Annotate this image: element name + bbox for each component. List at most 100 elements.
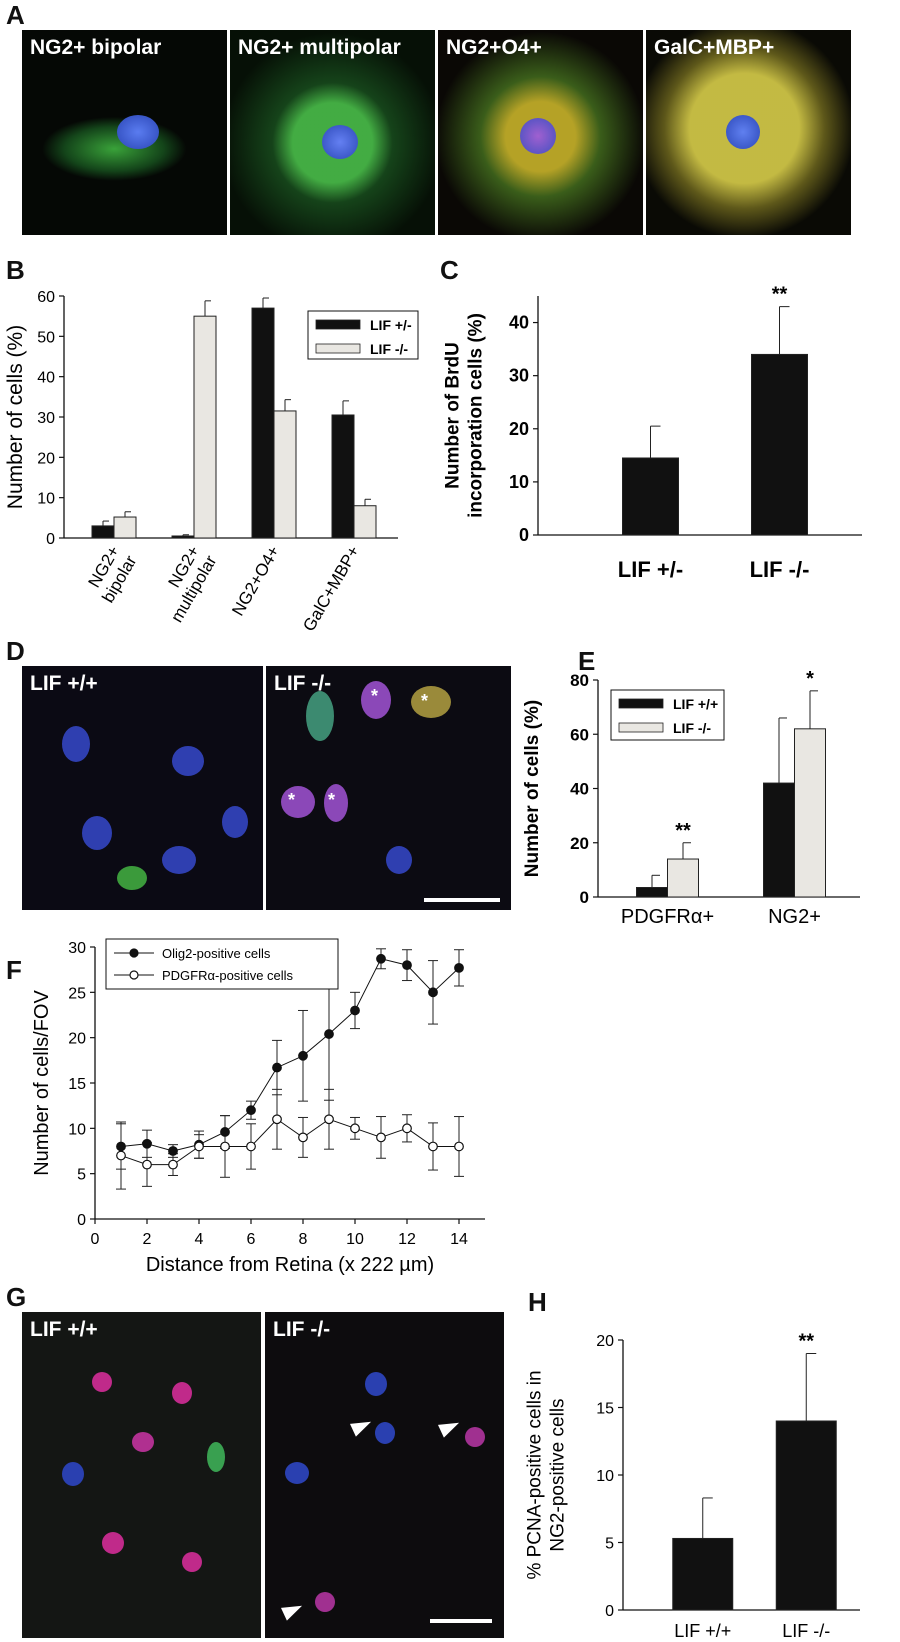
data-point [428,987,438,998]
data-point [246,1105,256,1116]
data-point [246,1141,256,1152]
legend-box [610,689,725,741]
legend-label: LIF -/- [673,720,711,736]
legend-label: LIF +/- [370,317,412,333]
panel-letter-b: B [6,255,25,285]
scale-bar [424,898,500,902]
series-line [120,958,460,1152]
asterisk-marker: * [371,686,379,706]
data-point [272,1114,282,1125]
y-tick-label: 30 [509,366,529,386]
micrograph-label: NG2+ bipolar [30,36,162,59]
x-tick-label: 8 [299,1231,308,1248]
x-category-label: LIF +/- [618,557,683,582]
scale-bar [430,1619,492,1623]
data-point [376,1132,386,1143]
nucleus [132,1432,154,1452]
significance-marker: ** [772,284,788,306]
x-tick-label: 12 [398,1231,416,1248]
data-point [402,960,412,971]
bar [251,307,275,539]
x-axis-label: Distance from Retina (x 222 µm) [146,1254,434,1276]
legend-label: PDGFRα-positive cells [162,968,294,983]
nucleus [375,1422,395,1444]
significance-marker: ** [798,1331,814,1353]
asterisk-marker: * [328,790,336,810]
legend-swatch [618,698,664,709]
x-category-label: NG2+ [768,906,821,928]
micrograph-label: GalC+MBP+ [654,36,775,59]
x-category-label: NG2+multipolar [150,542,220,625]
x-category-label: LIF +/+ [674,1621,731,1641]
significance-marker: * [806,668,814,690]
y-tick-label: 20 [68,1031,86,1048]
x-tick-label: 4 [195,1231,204,1248]
nucleus [92,1372,112,1392]
bar [171,535,195,539]
x-category-label: PDGFRα+ [621,906,714,928]
y-axis-label: Number of cells (%) [522,700,543,877]
y-tick-label: 30 [37,410,55,427]
y-tick-label: 40 [570,780,589,799]
nucleus [386,846,412,874]
micrograph-label: NG2+ multipolar [238,36,401,59]
bar [113,516,137,539]
cell-process [117,866,147,890]
legend-swatch [618,722,664,733]
data-point [220,1141,230,1152]
bar [193,315,217,539]
nucleus [520,118,556,154]
y-tick-label: 20 [570,834,589,853]
nucleus [182,1552,202,1572]
bar [622,457,679,536]
nucleus [361,681,391,719]
bar [794,728,826,898]
y-tick-label: 60 [37,289,55,306]
y-tick-label: 60 [570,725,589,744]
y-tick-label: 5 [77,1167,86,1184]
bar [667,858,699,898]
nucleus [82,816,112,850]
y-tick-label: 40 [37,370,55,387]
x-category-label: LIF -/- [750,557,810,582]
y-tick-label: 20 [509,419,529,439]
data-point [402,1123,412,1134]
data-point [298,1050,308,1061]
micrograph-ng2-o4: NG2+O4+ [438,30,643,235]
x-tick-label: 0 [91,1231,100,1248]
bar [353,505,377,539]
y-tick-label: 15 [596,1401,614,1418]
legend-label: Olig2-positive cells [162,946,271,961]
y-tick-label: 15 [68,1076,86,1093]
nucleus [285,1462,309,1484]
legend-marker [129,948,139,958]
data-point [454,962,464,973]
micrograph-d-wildtype: LIF +/+ [22,666,263,910]
micrograph-label: NG2+O4+ [446,36,542,59]
micrograph-label: LIF +/+ [30,672,98,695]
nucleus [117,115,159,149]
data-point [168,1159,178,1170]
nucleus [102,1532,124,1554]
x-category-label: NG2+bipolar [81,542,140,606]
legend-label: LIF +/+ [673,696,718,712]
y-axis-label: % PCNA-positive cells inNG2-positive cel… [525,1370,569,1579]
bar [331,414,355,539]
y-tick-label: 20 [596,1333,614,1350]
data-point [220,1127,230,1137]
nucleus [281,786,315,818]
bar [775,1420,837,1611]
nucleus [172,746,204,776]
bar [751,353,808,536]
x-category-label: LIF -/- [782,1621,830,1641]
nucleus [162,846,196,874]
panel-letter-a: A [6,0,25,30]
y-tick-label: 40 [509,313,529,333]
legend-swatch [315,319,361,330]
panel-letter-e: E [578,646,596,676]
data-point [194,1141,204,1152]
nucleus [62,726,90,762]
data-point [350,1123,360,1134]
y-tick-label: 10 [37,491,55,508]
nucleus [172,1382,192,1404]
